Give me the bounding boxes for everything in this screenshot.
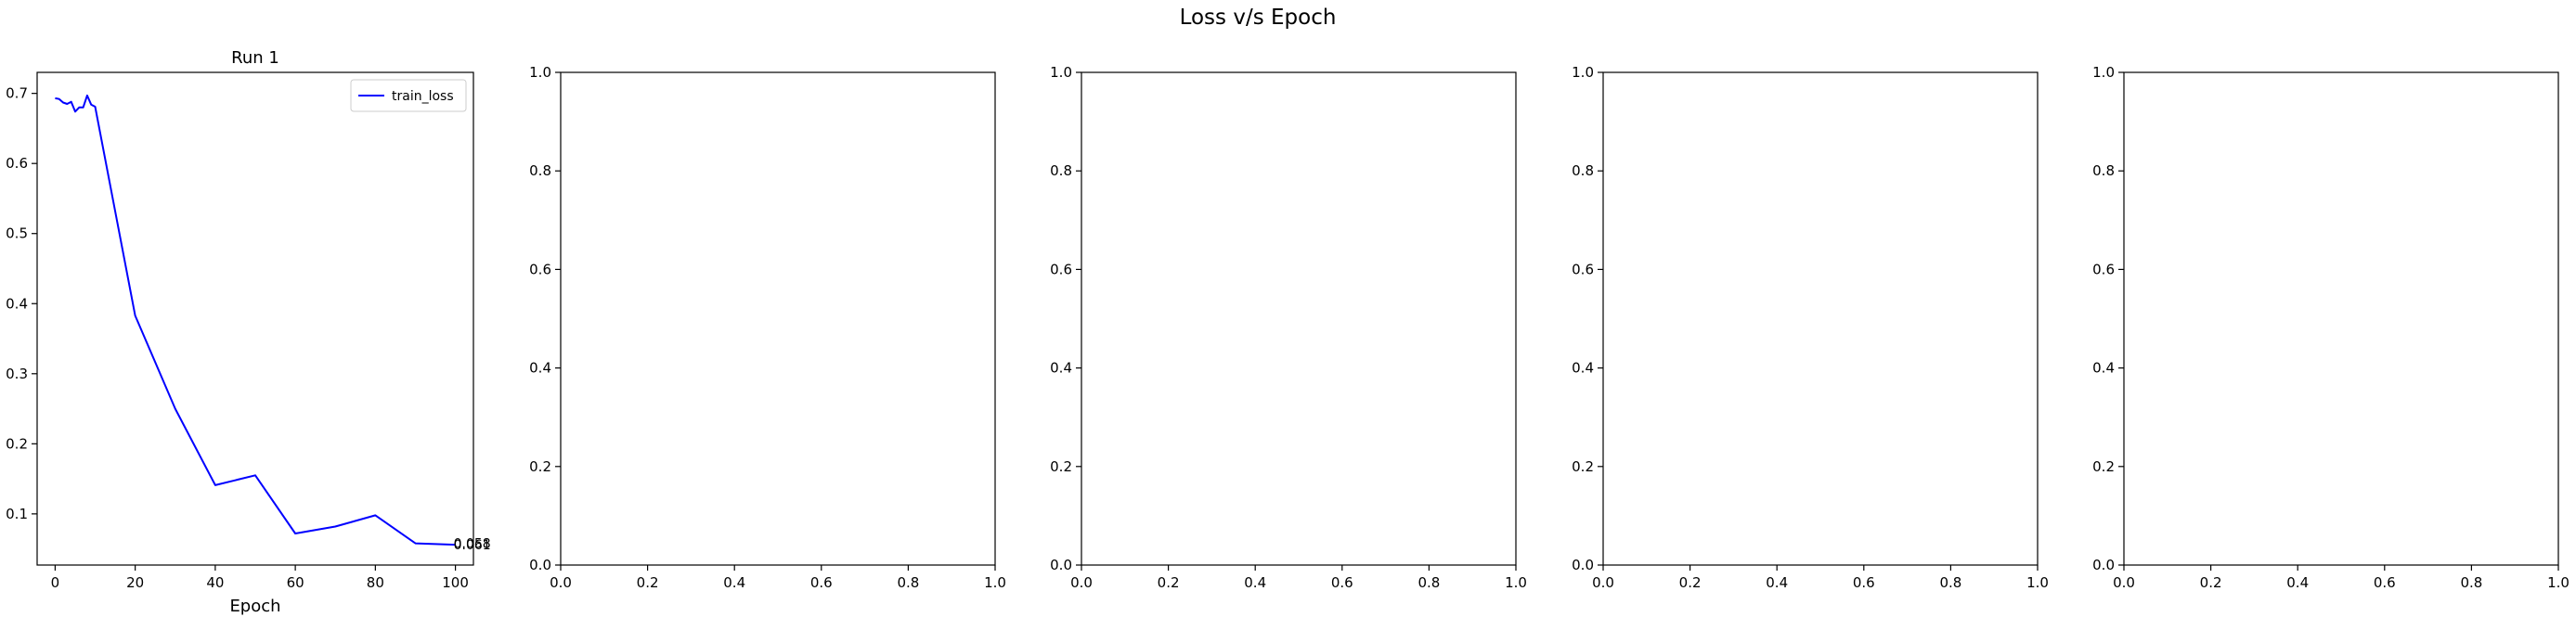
x-tick-label: 0.8 — [897, 574, 919, 591]
x-tick-label: 0.0 — [2113, 574, 2135, 591]
y-tick-label: 0.2 — [529, 458, 551, 475]
x-tick-label: 0.4 — [1766, 574, 1788, 591]
y-tick-label: 0.4 — [1050, 360, 1072, 377]
x-tick-label: 0.2 — [2200, 574, 2222, 591]
x-tick-label: 0.0 — [1070, 574, 1093, 591]
x-tick-label: 80 — [367, 574, 384, 591]
x-tick-label: 1.0 — [984, 574, 1006, 591]
y-tick-label: 0.5 — [6, 225, 28, 242]
axes-5: 0.0 0.2 0.4 0.6 0.8 1.0 0.0 0.2 0.4 0.6 0.8 1.0 — [2092, 64, 2570, 591]
y-tick-label: 1.0 — [529, 64, 551, 81]
y-tick-label: 0.2 — [2092, 458, 2115, 475]
legend-box — [350, 79, 467, 112]
x-tick-label: 1.0 — [2026, 574, 2049, 591]
y-tick-label: 1.0 — [2092, 64, 2115, 81]
axes-frame — [1602, 71, 2039, 566]
y-tick-label: 0.6 — [1050, 261, 1072, 277]
y-tick-label: 0.4 — [6, 295, 28, 312]
y-tick-label: 0.6 — [6, 155, 28, 172]
y-tick-label: 0.4 — [529, 360, 551, 377]
y-tick-label: 0.8 — [529, 162, 551, 179]
y-tick-label: 0.4 — [1572, 360, 1594, 377]
y-tick-label: 0.0 — [1572, 557, 1594, 573]
legend: train_loss — [350, 79, 467, 112]
legend-label: train_loss — [392, 89, 454, 104]
y-tick-label: 0.0 — [1050, 557, 1072, 573]
axes-3: 0.0 0.2 0.4 0.6 0.8 1.0 0.0 0.2 0.4 0.6 0.8 1.0 — [1050, 64, 1527, 591]
y-tick-label: 0.8 — [1572, 162, 1594, 179]
y-tick-label: 0.1 — [6, 506, 28, 522]
series-line-train_loss — [55, 94, 456, 546]
x-tick-label: 60 — [287, 574, 304, 591]
y-tick-label: 0.4 — [2092, 360, 2115, 377]
axes-4: 0.0 0.2 0.4 0.6 0.8 1.0 0.0 0.2 0.4 0.6 0.8 1.0 — [1572, 64, 2049, 591]
y-tick-label: 0.2 — [6, 435, 28, 452]
x-tick-label: 0.4 — [2286, 574, 2309, 591]
x-tick-label: 0 — [51, 574, 60, 591]
x-tick-label: 0.4 — [723, 574, 745, 591]
x-tick-label: 0.0 — [1592, 574, 1614, 591]
y-tick-label: 0.3 — [6, 366, 28, 382]
x-tick-label: 1.0 — [1505, 574, 1527, 591]
y-tick-label: 0.6 — [1572, 261, 1594, 277]
x-tick-label: 0.8 — [2460, 574, 2482, 591]
axes-1: 0 20 40 60 80 100 0.1 0.2 0.3 0.4 0.5 0.6 0.7 Run 1 Ep… — [6, 48, 491, 616]
axes-frame — [36, 71, 474, 566]
data-label: 0.061 — [454, 538, 491, 553]
axes-frame — [2123, 71, 2559, 566]
x-tick-label: 0.2 — [1679, 574, 1702, 591]
axes-frame — [1081, 71, 1517, 566]
x-tick-label: 0.6 — [2374, 574, 2396, 591]
x-tick-label: 0.6 — [1331, 574, 1353, 591]
x-tick-label: 100 — [442, 574, 469, 591]
y-tick-label: 0.8 — [2092, 162, 2115, 179]
x-tick-label: 0.8 — [1939, 574, 1961, 591]
y-tick-label: 0.8 — [1050, 162, 1072, 179]
x-tick-label: 0.6 — [1853, 574, 1875, 591]
figure-suptitle: Loss v/s Epoch — [1180, 6, 1337, 30]
y-tick-label: 0.6 — [529, 261, 551, 277]
y-tick-label: 0.6 — [2092, 261, 2115, 277]
x-tick-label: 0.2 — [1158, 574, 1180, 591]
y-tick-label: 0.7 — [6, 85, 28, 102]
x-tick-label: 0.0 — [550, 574, 572, 591]
x-tick-label: 0.6 — [810, 574, 833, 591]
y-tick-label: 0.0 — [2092, 557, 2115, 573]
x-tick-label: 0.2 — [637, 574, 659, 591]
x-tick-label: 0.4 — [1244, 574, 1266, 591]
x-tick-label: 0.8 — [1417, 574, 1440, 591]
y-tick-label: 1.0 — [1050, 64, 1072, 81]
x-tick-label: 20 — [126, 574, 144, 591]
y-tick-label: 0.2 — [1572, 458, 1594, 475]
x-axis-label: Epoch — [229, 597, 280, 616]
axes-frame — [560, 71, 996, 566]
x-tick-label: 40 — [206, 574, 224, 591]
axes-title: Run 1 — [231, 48, 279, 68]
x-tick-label: 1.0 — [2547, 574, 2570, 591]
y-tick-label: 0.0 — [529, 557, 551, 573]
y-tick-label: 1.0 — [1572, 64, 1594, 81]
data-label: 0.058 — [454, 537, 491, 552]
y-tick-label: 0.2 — [1050, 458, 1072, 475]
axes-2: 0.0 0.2 0.4 0.6 0.8 1.0 0.0 0.2 0.4 0.6 0.8 1.0 — [529, 64, 1006, 591]
